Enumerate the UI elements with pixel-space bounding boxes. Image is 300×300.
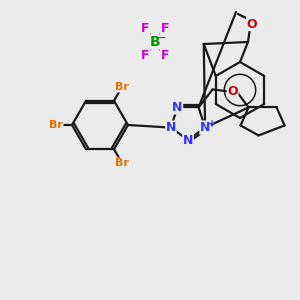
Text: O: O [247, 17, 257, 31]
Text: F: F [141, 22, 149, 34]
Text: N: N [183, 134, 193, 146]
Text: N: N [172, 101, 183, 114]
Text: −: − [157, 33, 167, 43]
Text: F: F [160, 22, 169, 34]
Text: O: O [227, 85, 238, 98]
Text: N: N [200, 121, 210, 134]
Text: F: F [160, 50, 169, 62]
Text: N: N [166, 121, 176, 134]
Text: Br: Br [49, 120, 63, 130]
Text: Br: Br [115, 158, 129, 168]
Text: B: B [150, 35, 160, 49]
Text: Br: Br [115, 82, 129, 92]
Text: F: F [141, 50, 149, 62]
Text: +: + [208, 118, 216, 129]
